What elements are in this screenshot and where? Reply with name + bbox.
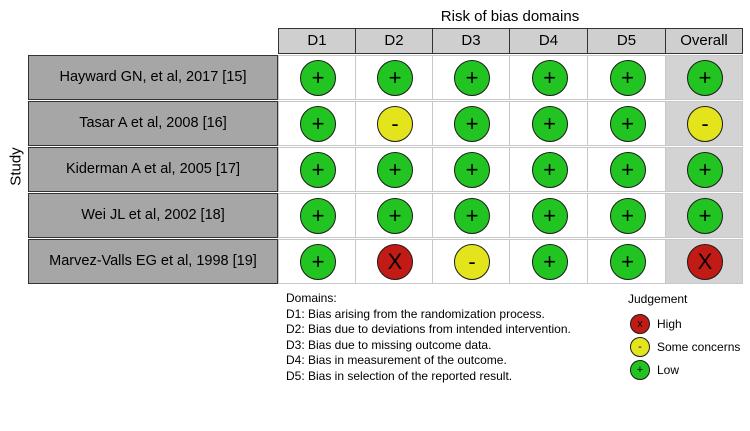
judgement-cell: +: [355, 55, 433, 100]
judgement-low-icon: +: [609, 106, 646, 142]
judgement-low-icon: +: [300, 152, 336, 188]
judgement-low-icon: +: [300, 60, 336, 96]
judgement-cell: +: [432, 55, 510, 100]
judgement-cell: -: [355, 101, 433, 146]
judgement-low-icon: +: [300, 106, 336, 142]
judgement-high-icon: X: [687, 244, 723, 280]
judgement-some-icon: -: [454, 244, 490, 280]
domains-legend-item: D4: Bias in measurement of the outcome.: [286, 353, 507, 368]
judgement-cell: +: [278, 193, 356, 238]
judgement-cell: +: [587, 101, 666, 146]
judgement-low-icon: +: [377, 198, 413, 234]
judgement-cell: +: [278, 55, 356, 100]
judgement-low-icon: +: [300, 198, 336, 234]
judgement-cell: X: [665, 239, 743, 284]
judgement-cell: +: [509, 55, 588, 100]
column-header-d5: D5: [587, 28, 666, 54]
column-header-d2: D2: [355, 28, 433, 54]
judgement-low-icon: +: [687, 198, 723, 234]
legend-some-icon: -: [630, 337, 650, 357]
judgement-low-icon: +: [609, 244, 646, 280]
legend-high-label: High: [657, 317, 682, 331]
study-label: Hayward GN, et al, 2017 [15]: [28, 55, 278, 100]
judgement-low-icon: +: [454, 60, 490, 96]
legend-low-label: Low: [657, 363, 680, 377]
judgement-cell: +: [587, 239, 666, 284]
legend-low-icon: +: [630, 360, 650, 380]
judgement-cell: +: [432, 193, 510, 238]
judgement-cell: +: [665, 147, 743, 192]
judgement-low-icon: +: [454, 198, 490, 234]
domains-legend: Domains: D1: Bias arising from the rando…: [286, 291, 571, 385]
domains-legend-title: Domains:: [286, 291, 337, 305]
judgement-low-icon: +: [531, 106, 568, 142]
judgement-cell: +: [509, 147, 588, 192]
judgement-cell: +: [432, 147, 510, 192]
judgement-low-icon: +: [609, 198, 646, 234]
judgement-low-icon: +: [531, 152, 568, 188]
judgement-cell: +: [587, 55, 666, 100]
judgement-some-icon: -: [687, 106, 723, 142]
judgement-cell: +: [587, 193, 666, 238]
judgement-cell: +: [278, 239, 356, 284]
column-header-d4: D4: [509, 28, 588, 54]
judgement-low-icon: +: [377, 152, 413, 188]
chart-title: Risk of bias domains: [440, 8, 580, 25]
judgement-low-icon: +: [300, 244, 336, 280]
judgement-cell: +: [355, 147, 433, 192]
legend-some-label: Some concerns: [657, 340, 741, 354]
column-header-d1: D1: [278, 28, 356, 54]
judgement-low-icon: +: [687, 152, 723, 188]
judgement-low-icon: +: [454, 152, 490, 188]
judgement-low-icon: +: [609, 152, 646, 188]
judgement-cell: +: [278, 101, 356, 146]
domains-legend-item: D5: Bias in selection of the reported re…: [286, 368, 513, 383]
judgement-cell: X: [355, 239, 433, 284]
judgement-cell: +: [432, 101, 510, 146]
study-label: Kiderman A et al, 2005 [17]: [28, 147, 278, 192]
domains-legend-item: D3: Bias due to missing outcome data.: [286, 337, 492, 352]
judgement-low-icon: +: [377, 60, 413, 96]
judgement-low-icon: +: [531, 244, 568, 280]
judgement-low-icon: +: [531, 60, 568, 96]
judgement-cell: +: [355, 193, 433, 238]
domains-legend-item: D2: Bias due to deviations from intended…: [286, 322, 571, 337]
judgement-legend-title: Judgement: [628, 292, 688, 306]
study-label: Wei JL et al, 2002 [18]: [28, 193, 278, 238]
judgement-low-icon: +: [531, 198, 568, 234]
domains-legend-item: D1: Bias arising from the randomization …: [286, 306, 545, 321]
judgement-some-icon: -: [377, 106, 413, 142]
judgement-cell: -: [432, 239, 510, 284]
column-header-d3: D3: [432, 28, 510, 54]
judgement-low-icon: +: [609, 60, 646, 96]
judgement-cell: +: [509, 239, 588, 284]
judgement-cell: +: [509, 101, 588, 146]
judgement-cell: -: [665, 101, 743, 146]
judgement-cell: +: [278, 147, 356, 192]
judgement-low-icon: +: [454, 106, 490, 142]
judgement-cell: +: [665, 55, 743, 100]
judgement-cell: +: [509, 193, 588, 238]
study-label: Tasar A et al, 2008 [16]: [28, 101, 278, 146]
judgement-low-icon: +: [687, 60, 723, 96]
judgement-high-icon: X: [377, 244, 413, 280]
study-label: Marvez-Valls EG et al, 1998 [19]: [28, 239, 278, 284]
judgement-cell: +: [665, 193, 743, 238]
judgement-cell: +: [587, 147, 666, 192]
y-axis-label: Study: [7, 147, 25, 186]
legend-high-icon: x: [630, 314, 650, 334]
column-header-overall: Overall: [665, 28, 743, 54]
